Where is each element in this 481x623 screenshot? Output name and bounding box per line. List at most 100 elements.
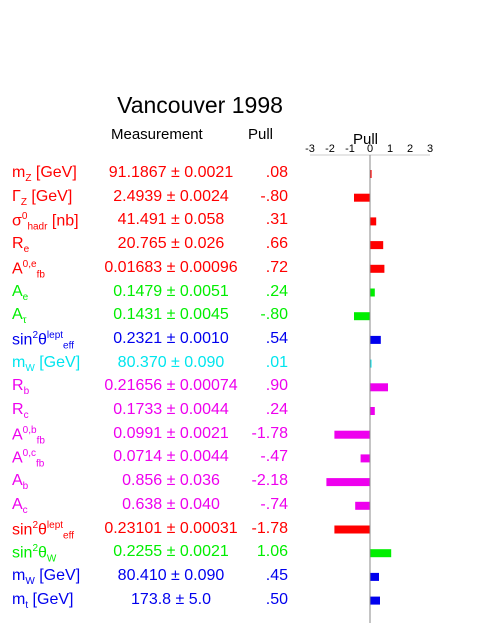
table-row: sin2θW 0.2255 ± 0.0021 1.06 (0, 543, 300, 565)
row-pull-value: .45 (265, 566, 288, 584)
pull-axis-header: Pull (353, 131, 379, 148)
table-row: Re 20.765 ± 0.026 .66 (0, 235, 300, 257)
row-name: mZ [GeV] (12, 164, 77, 185)
pull-bar (370, 596, 380, 605)
row-measurement: 91.1867 ± 0.0021 (108, 164, 234, 181)
table-row: ΓZ [GeV] 2.4939 ± 0.0024 -.80 (0, 188, 300, 210)
row-name: sin2θlepteff (12, 519, 74, 542)
row-pull-value: -1.78 (251, 519, 288, 537)
row-name: A0,bfb (12, 424, 45, 447)
row-name: Aτ (12, 306, 27, 327)
row-pull-value: .24 (265, 401, 288, 418)
pull-bar (370, 572, 379, 581)
row-measurement: 0.1479 ± 0.0051 (113, 282, 229, 300)
x-tick-label: 3 (427, 143, 433, 155)
row-measurement: 0.1431 ± 0.0045 (113, 306, 229, 324)
table-row: Rb 0.21656 ± 0.00074 .90 (0, 377, 300, 399)
table-row: A0,bfb 0.0991 ± 0.0021 -1.78 (0, 425, 300, 447)
row-pull-value: 1.06 (256, 543, 288, 561)
table-row: sin2θlepteff 0.23101 ± 0.00031 -1.78 (0, 520, 300, 542)
row-name: ΓZ [GeV] (12, 187, 73, 208)
row-measurement: 80.410 ± 0.090 (117, 566, 225, 584)
pull-bar (354, 193, 370, 202)
pull-bar (370, 264, 385, 273)
pull-bar (370, 549, 392, 558)
row-name: sin2θW (12, 543, 57, 565)
pull-bar (326, 478, 370, 487)
x-tick-label: 0 (367, 143, 373, 155)
row-measurement: 0.0991 ± 0.0021 (113, 424, 229, 442)
measurement-header: Measurement (111, 126, 203, 143)
pull-bar (370, 241, 384, 250)
chart-title: Vancouver 1998 (117, 92, 283, 118)
x-tick-label: 1 (387, 143, 393, 155)
table-row: sin2θlepteff 0.2321 ± 0.0010 .54 (0, 330, 300, 352)
row-name: σ0hadr [nb] (12, 211, 79, 233)
table-row: Ac 0.638 ± 0.040 -.74 (0, 496, 300, 518)
row-name: sin2θlepteff (12, 329, 74, 352)
table-row: σ0hadr [nb] 41.491 ± 0.058 .31 (0, 211, 300, 233)
row-measurement: 0.0714 ± 0.0044 (113, 448, 229, 466)
row-measurement: 0.1733 ± 0.0044 (113, 401, 229, 418)
row-measurement: 2.4939 ± 0.0024 (113, 187, 229, 205)
row-measurement: 0.856 ± 0.036 (122, 472, 220, 490)
row-pull-value: .54 (265, 329, 288, 347)
row-name: A0,cfb (12, 448, 45, 470)
row-name: Ac (12, 495, 28, 516)
row-pull-value: .90 (265, 377, 288, 395)
table-row: mW [GeV] 80.410 ± 0.090 .45 (0, 567, 300, 589)
pull-bar (370, 170, 372, 178)
x-tick-label: 2 (407, 143, 413, 155)
row-name: mW [GeV] (12, 353, 81, 374)
table-row: A0,efb 0.01683 ± 0.00096 .72 (0, 259, 300, 281)
row-measurement: 0.21656 ± 0.00074 (104, 377, 238, 395)
row-name: Ae (12, 282, 29, 303)
pull-header: Pull (248, 126, 274, 143)
row-measurement: 0.01683 ± 0.00096 (104, 258, 238, 276)
row-name: A0,efb (12, 258, 45, 281)
row-measurement: 0.23101 ± 0.00031 (104, 519, 238, 537)
table-row: Rc 0.1733 ± 0.0044 .24 (0, 401, 300, 423)
x-tick-label: -1 (345, 143, 355, 155)
row-pull-value: .08 (265, 164, 288, 181)
row-pull-value: .72 (265, 258, 288, 276)
table-row: mZ [GeV] 91.1867 ± 0.0021 .08 (0, 164, 300, 186)
table-row: Ab 0.856 ± 0.036 -2.18 (0, 472, 300, 494)
pull-bar (334, 525, 370, 534)
row-pull-value: .50 (265, 590, 288, 608)
pull-bar (370, 288, 375, 297)
table-row: Aτ 0.1431 ± 0.0045 -.80 (0, 306, 300, 328)
row-pull-value: .66 (265, 235, 288, 253)
row-pull-value: .24 (265, 282, 288, 300)
table-row: mW [GeV] 80.370 ± 0.090 .01 (0, 354, 300, 376)
row-name: mt [GeV] (12, 590, 74, 611)
row-measurement: 0.2255 ± 0.0021 (113, 543, 229, 561)
pull-bar (370, 407, 375, 415)
pull-bar (370, 359, 372, 368)
row-name: Ab (12, 472, 29, 493)
row-measurement: 0.638 ± 0.040 (122, 495, 220, 513)
row-name: Re (12, 235, 30, 256)
x-tick-label: -3 (305, 143, 315, 155)
table-row: A0,cfb 0.0714 ± 0.0044 -.47 (0, 448, 300, 470)
row-name: Rb (12, 377, 30, 398)
row-name: mW [GeV] (12, 566, 81, 588)
table-row: Ae 0.1479 ± 0.0051 .24 (0, 283, 300, 305)
pull-bar (370, 217, 377, 226)
pull-bar (360, 454, 370, 463)
row-pull-value: -.47 (260, 448, 288, 466)
x-tick-label: -2 (325, 143, 335, 155)
pull-bar (370, 383, 388, 392)
row-pull-value: .31 (265, 211, 288, 229)
row-measurement: 173.8 ± 5.0 (131, 590, 211, 608)
row-pull-value: -.74 (260, 495, 288, 513)
pull-bar (355, 501, 370, 510)
row-pull-value: -2.18 (251, 472, 288, 490)
row-measurement: 80.370 ± 0.090 (117, 353, 225, 371)
row-pull-value: -1.78 (251, 424, 288, 442)
row-pull-value: -.80 (260, 306, 288, 324)
pull-bar (370, 335, 381, 344)
pull-bar (354, 312, 370, 321)
row-measurement: 20.765 ± 0.026 (117, 235, 225, 253)
